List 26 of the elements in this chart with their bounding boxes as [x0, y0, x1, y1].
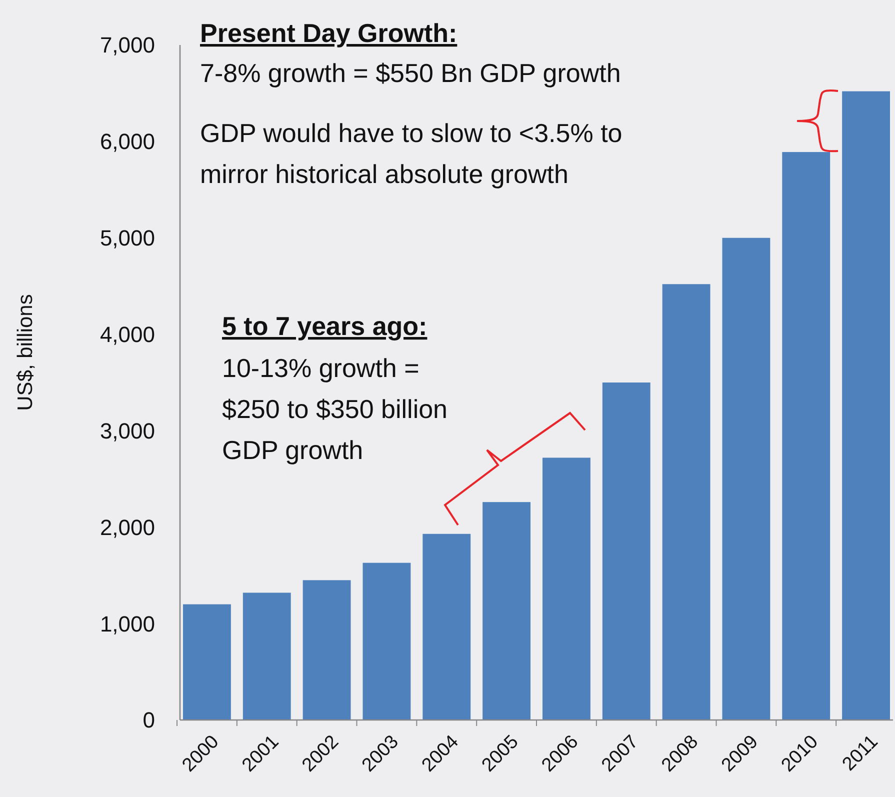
bar	[422, 534, 471, 720]
y-tick-label: 2,000	[100, 514, 155, 540]
bar	[302, 580, 351, 720]
bar	[782, 152, 830, 720]
bar	[662, 284, 710, 720]
y-tick-label: 5,000	[100, 226, 155, 251]
y-tick-label: 4,000	[100, 322, 155, 347]
bar	[182, 604, 231, 720]
bar	[542, 458, 590, 720]
y-axis-title: US$, billions	[14, 294, 37, 411]
annotation: 10-13% growth = $250 to $350 billion GDP growth	[222, 353, 448, 465]
y-tick-label: 1,000	[100, 611, 155, 636]
bar	[602, 382, 650, 720]
y-tick-label: 6,000	[100, 129, 155, 154]
annotation: GDP would have to slow to <3.5% to mirror historical absolute growth	[200, 118, 622, 189]
bar	[362, 562, 411, 720]
annotation: 5 to 7 years ago:	[222, 311, 428, 341]
bar	[722, 238, 770, 720]
bar	[482, 502, 531, 720]
y-tick-label: 7,000	[100, 32, 155, 58]
annotation: 7-8% growth = $550 Bn GDP growth	[200, 58, 621, 88]
annotation: Present Day Growth:	[200, 18, 458, 48]
y-tick-label: 3,000	[100, 418, 155, 444]
y-tick-label: 0	[142, 708, 155, 733]
bar	[242, 592, 291, 720]
bar	[842, 91, 890, 720]
